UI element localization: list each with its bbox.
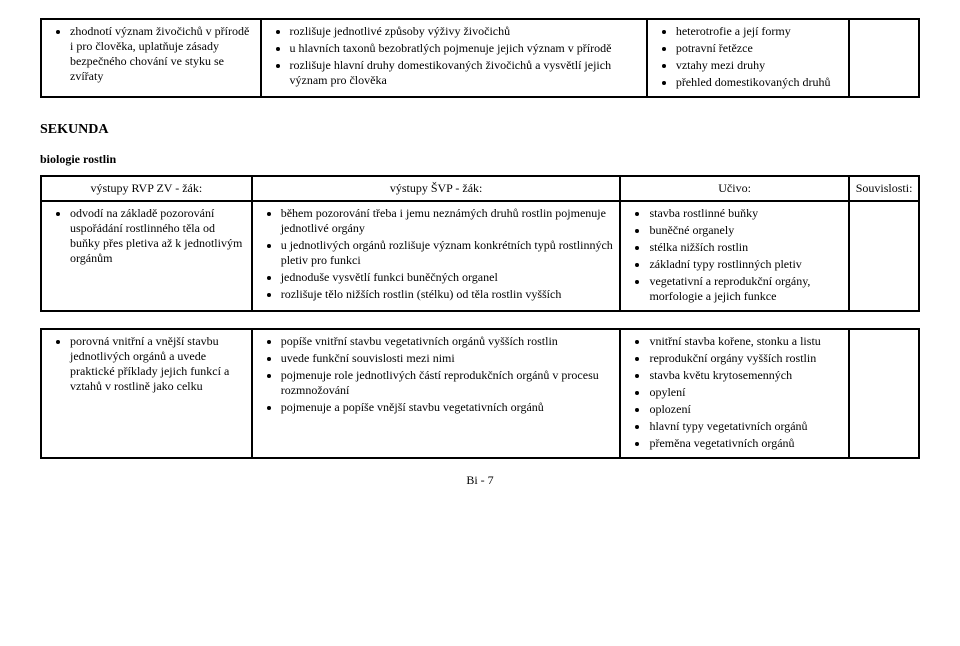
row-a-col-4 xyxy=(849,201,919,311)
row-b-col-4 xyxy=(849,329,919,458)
list-item: buněčné organely xyxy=(649,223,841,238)
list-item: u jednotlivých orgánů rozlišuje význam k… xyxy=(281,238,614,268)
subtitle: biologie rostlin xyxy=(40,152,920,167)
page-number: Bi - 7 xyxy=(40,473,920,488)
list-item: rozlišuje tělo nižších rostlin (stélku) … xyxy=(281,287,614,302)
list-item: přeměna vegetativních orgánů xyxy=(649,436,841,451)
list-item: vegetativní a reprodukční orgány, morfol… xyxy=(649,274,841,304)
row-a: odvodí na základě pozorování uspořádání … xyxy=(41,201,919,311)
list-item: stélka nižších rostlin xyxy=(649,240,841,255)
top-cell-1: zhodnotí význam živočichů v přírodě i pr… xyxy=(41,19,261,97)
list-item: rozlišuje hlavní druhy domestikovaných ž… xyxy=(290,58,640,88)
list-item: pojmenuje a popíše vnější stavbu vegetat… xyxy=(281,400,614,415)
list-item: vztahy mezi druhy xyxy=(676,58,842,73)
list-item: stavba rostlinné buňky xyxy=(649,206,841,221)
row-b-col-3: vnitřní stavba kořene, stonku a listu rep… xyxy=(620,329,848,458)
list-item: porovná vnitřní a vnější stavbu jednotli… xyxy=(70,334,245,394)
list-item: u hlavních taxonů bezobratlých pojmenuje… xyxy=(290,41,640,56)
row-a-col-2: během pozorování třeba i jemu neznámých … xyxy=(252,201,621,311)
list-item: opylení xyxy=(649,385,841,400)
list-item: zhodnotí význam živočichů v přírodě i pr… xyxy=(70,24,254,84)
row-a-col-1: odvodí na základě pozorování uspořádání … xyxy=(41,201,252,311)
main-table: výstupy RVP ZV - žák: výstupy ŠVP - žák:… xyxy=(40,175,920,312)
top-cell-3: heterotrofie a její formy potravní řetězc… xyxy=(647,19,849,97)
row-b-col-1: porovná vnitřní a vnější stavbu jednotli… xyxy=(41,329,252,458)
main-table-2: porovná vnitřní a vnější stavbu jednotli… xyxy=(40,328,920,459)
list-item: oplození xyxy=(649,402,841,417)
header-col-2: výstupy ŠVP - žák: xyxy=(252,176,621,201)
list-item: hlavní typy vegetativních orgánů xyxy=(649,419,841,434)
row-b-col-2: popíše vnitřní stavbu vegetativních orgá… xyxy=(252,329,621,458)
list-item: vnitřní stavba kořene, stonku a listu xyxy=(649,334,841,349)
top-table: zhodnotí význam živočichů v přírodě i pr… xyxy=(40,18,920,98)
list-item: popíše vnitřní stavbu vegetativních orgá… xyxy=(281,334,614,349)
row-b: porovná vnitřní a vnější stavbu jednotli… xyxy=(41,329,919,458)
header-col-3: Učivo: xyxy=(620,176,848,201)
list-item: základní typy rostlinných pletiv xyxy=(649,257,841,272)
list-item: rozlišuje jednotlivé způsoby výživy živo… xyxy=(290,24,640,39)
section-title: SEKUNDA xyxy=(40,122,920,138)
list-item: stavba květu krytosemenných xyxy=(649,368,841,383)
list-item: odvodí na základě pozorování uspořádání … xyxy=(70,206,245,266)
list-item: pojmenuje role jednotlivých částí reprod… xyxy=(281,368,614,398)
list-item: během pozorování třeba i jemu neznámých … xyxy=(281,206,614,236)
header-row: výstupy RVP ZV - žák: výstupy ŠVP - žák:… xyxy=(41,176,919,201)
top-list-1: zhodnotí význam živočichů v přírodě i pr… xyxy=(48,24,254,84)
top-list-3: heterotrofie a její formy potravní řetězc… xyxy=(654,24,842,90)
top-cell-2: rozlišuje jednotlivé způsoby výživy živo… xyxy=(261,19,647,97)
list-item: uvede funkční souvislosti mezi nimi xyxy=(281,351,614,366)
list-item: potravní řetězce xyxy=(676,41,842,56)
top-list-2: rozlišuje jednotlivé způsoby výživy živo… xyxy=(268,24,640,88)
list-item: přehled domestikovaných druhů xyxy=(676,75,842,90)
list-item: jednoduše vysvětlí funkci buněčných orga… xyxy=(281,270,614,285)
row-a-col-3: stavba rostlinné buňky buněčné organely st… xyxy=(620,201,848,311)
list-item: reprodukční orgány vyšších rostlin xyxy=(649,351,841,366)
header-col-4: Souvislosti: xyxy=(849,176,919,201)
top-cell-4 xyxy=(849,19,919,97)
header-col-1: výstupy RVP ZV - žák: xyxy=(41,176,252,201)
list-item: heterotrofie a její formy xyxy=(676,24,842,39)
